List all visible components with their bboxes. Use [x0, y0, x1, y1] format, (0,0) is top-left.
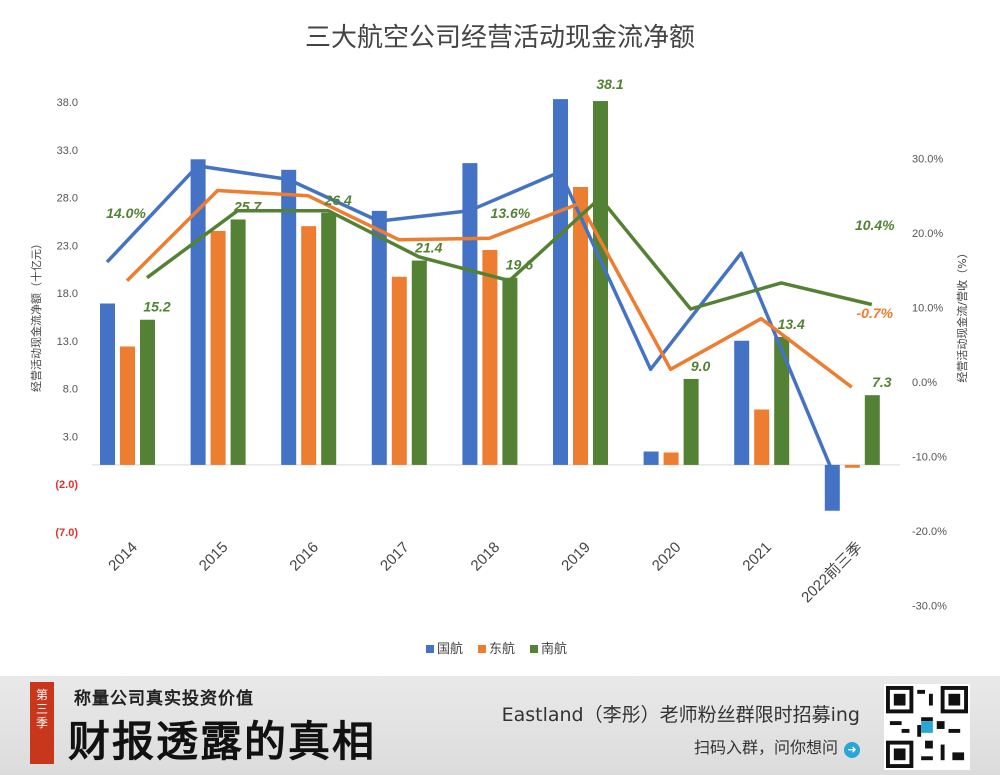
bar-东航-2021: [754, 409, 770, 465]
qr-code-icon[interactable]: [884, 684, 970, 770]
bar-东航-2014: [120, 346, 135, 465]
y-tick-label: (7.0): [55, 527, 78, 539]
y-axis-right-ticks: 30.0% 20.0% 10.0% 0.0% -10.0% -20.0% -30.0%: [912, 154, 947, 613]
x-tick-label: 2020: [649, 539, 685, 575]
bar-南航-2021: [774, 336, 790, 465]
bar-南航-2015: [230, 219, 246, 465]
bar-南航-2019: [593, 101, 608, 465]
bar-国航-2020: [643, 451, 659, 465]
data-label: 19.6: [506, 257, 533, 273]
legend-swatch: [478, 645, 486, 653]
bar-东航-2020: [663, 452, 679, 465]
y-tick-label: 13.0: [57, 336, 78, 348]
bar-南航-2020: [683, 378, 699, 465]
percent-label: 14.0%: [106, 205, 146, 221]
bar-南航-2014: [140, 319, 155, 465]
y-tick-label: 8.0: [63, 384, 78, 396]
legend-label: 东航: [489, 641, 515, 657]
data-label: 13.4: [778, 316, 805, 332]
bar-东航-2017: [391, 276, 407, 465]
percent-label: -0.7%: [857, 305, 894, 321]
bar-国航-2019: [553, 99, 568, 465]
chart-title: 三大航空公司经营活动现金流净额: [305, 23, 695, 53]
y-axis-right-title: 经营活动现金流/营收（%）: [955, 247, 969, 382]
data-labels: 15.2 25.7 26.4 21.4 19.6 38.1 9.0 13.4 7.3: [143, 76, 891, 390]
x-axis-tick-labels: 2014 2015 2016 2017 2018 2019 2020 2021 2022前三季: [105, 539, 865, 606]
scan-label: 扫码入群，问你想问: [693, 738, 838, 757]
data-label: 38.1: [596, 76, 623, 92]
bar-东航-2018: [482, 250, 498, 465]
bar-国航-2017: [371, 210, 387, 465]
y2-tick-label: 10.0%: [912, 303, 943, 315]
legend: 国航 东航 南航: [426, 641, 567, 657]
legend-label: 国航: [437, 641, 463, 657]
bar-国航-2021: [734, 340, 750, 465]
banner-subtitle: 称量公司真实投资价值: [74, 689, 254, 709]
percent-labels: 14.0% 13.6% 10.4% -0.7%: [106, 205, 895, 321]
bar-国航-2016: [281, 169, 297, 465]
legend-swatch: [530, 645, 538, 653]
promo-banner: 第 三 季 称量公司真实投资价值 财报透露的真相 Eastland（李彤）老师粉…: [0, 676, 1000, 775]
bar-国航-2014: [100, 303, 115, 465]
y-tick-label: 33.0: [57, 145, 78, 157]
bar-东航-2016: [301, 226, 317, 465]
percent-label: 10.4%: [855, 217, 895, 233]
y-axis-left-ticks: 38.0 33.0 28.0 23.0 18.0 13.0 8.0 3.0 (2.0) (7.0): [55, 97, 78, 539]
x-tick-label: 2021: [739, 539, 775, 575]
x-tick-label: 2019: [558, 539, 594, 575]
bars: [100, 99, 880, 511]
arrow-icon[interactable]: ➜: [844, 742, 860, 758]
x-tick-label: 2014: [105, 539, 141, 575]
ratio-line-南航: [145, 196, 873, 311]
ratio-line-国航: [105, 164, 834, 471]
data-label: 15.2: [143, 299, 170, 315]
legend-label: 南航: [541, 641, 567, 657]
bar-东航-2015: [210, 230, 226, 465]
x-tick-label: 2018: [468, 539, 504, 575]
y-tick-label: 23.0: [57, 240, 78, 252]
banner-promo: Eastland（李彤）老师粉丝群限时招募ing: [501, 704, 860, 726]
y2-tick-label: 30.0%: [912, 154, 943, 166]
bar-南航-2017: [411, 260, 427, 465]
y2-tick-label: -30.0%: [912, 601, 947, 613]
y2-tick-label: -20.0%: [912, 526, 947, 538]
y-tick-label: 28.0: [57, 193, 78, 205]
banner-headline: 财报透露的真相: [68, 717, 377, 766]
legend-swatch: [426, 645, 434, 653]
bar-国航-2022前三季: [824, 464, 840, 511]
x-tick-label: 2017: [377, 539, 413, 575]
chart-area: 三大航空公司经营活动现金流净额 38.0 33.0 28.0 23.0 18.0 13.0…: [29, 23, 969, 657]
bar-东航-2019: [573, 186, 588, 465]
data-label: 9.0: [691, 358, 711, 374]
y-tick-label: (2.0): [55, 479, 78, 491]
y-tick-label: 38.0: [57, 97, 78, 109]
y2-tick-label: 20.0%: [912, 228, 943, 240]
bar-东航-2022前三季: [844, 464, 860, 468]
x-tick-label: 2016: [286, 539, 322, 575]
badge-char: 三: [35, 702, 48, 716]
badge-char: 季: [35, 716, 48, 730]
data-label: 7.3: [872, 374, 892, 390]
y2-tick-label: -10.0%: [912, 452, 947, 464]
ratio-lines: [105, 164, 873, 471]
data-label: 25.7: [233, 198, 262, 214]
bar-南航-2022前三季: [864, 395, 880, 465]
y-axis-left-title: 经营活动现金流净额（十亿元）: [29, 238, 43, 392]
y2-tick-label: 0.0%: [912, 377, 937, 389]
ratio-line-东航: [125, 188, 853, 389]
y-tick-label: 3.0: [63, 431, 78, 443]
data-label: 21.4: [414, 240, 442, 256]
data-label: 26.4: [324, 192, 352, 208]
x-tick-label: 2022前三季: [798, 539, 865, 606]
y-tick-label: 18.0: [57, 288, 78, 300]
bar-南航-2018: [502, 277, 518, 465]
season-badge: 第 三 季: [30, 682, 54, 764]
banner-scan-text: 扫码入群，问你想问 ➜: [694, 734, 860, 758]
percent-label: 13.6%: [491, 205, 531, 221]
x-tick-label: 2015: [196, 539, 232, 575]
badge-char: 第: [35, 688, 48, 702]
bar-南航-2016: [321, 212, 337, 465]
